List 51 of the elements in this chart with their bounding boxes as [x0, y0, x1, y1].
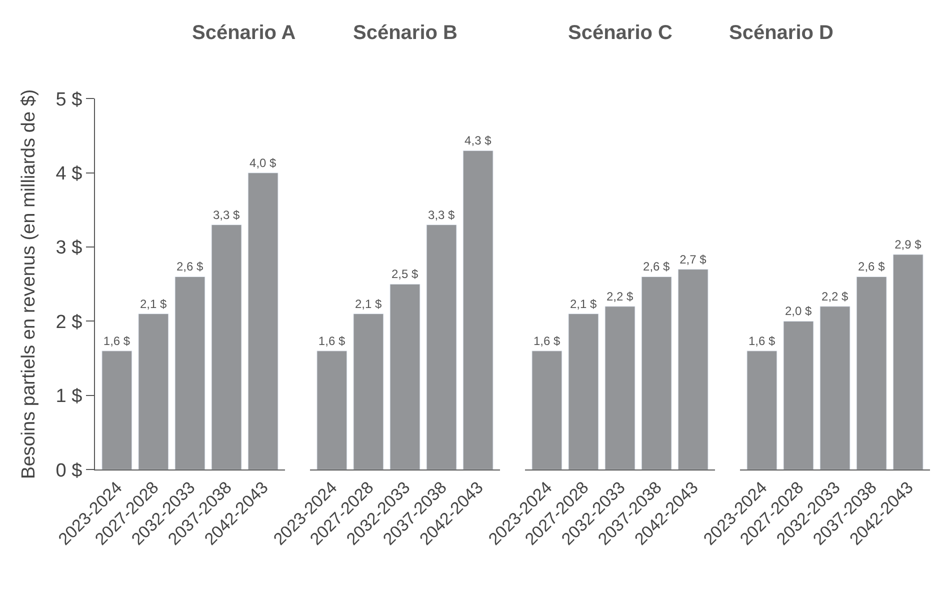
y-tick-label: 1 $ — [56, 386, 83, 408]
bar — [820, 306, 850, 470]
data-label: 2,0 $ — [784, 304, 812, 318]
data-label: 2,6 $ — [858, 260, 886, 274]
bar — [892, 254, 924, 470]
data-label: 3,3 $ — [213, 208, 240, 222]
bar — [641, 276, 672, 470]
data-label: 1,6 $ — [533, 334, 560, 348]
data-label: 4,3 $ — [464, 134, 492, 148]
y-tick-label: 4 $ — [56, 164, 83, 185]
bar — [390, 284, 420, 470]
data-label: 3,3 $ — [428, 208, 456, 222]
bar — [462, 150, 494, 470]
bar — [316, 350, 348, 470]
data-label: 2,9 $ — [894, 237, 922, 252]
bar — [783, 320, 814, 470]
bar — [604, 306, 636, 470]
y-tick-label: 3 $ — [56, 238, 83, 259]
bar — [568, 314, 599, 470]
chart-title: Scénario D — [729, 22, 834, 44]
chart-title: Scénario A — [192, 22, 296, 44]
data-label: 2,2 $ — [822, 289, 849, 304]
chart-title: Scénario C — [568, 22, 672, 44]
chart-title: Scénario B — [353, 22, 458, 44]
y-tick-label: 2 $ — [56, 312, 83, 333]
bar — [856, 276, 887, 470]
data-label: 1,6 $ — [748, 334, 776, 348]
data-label: 4,0 $ — [250, 156, 277, 170]
data-label: 2,6 $ — [176, 260, 204, 274]
bar — [353, 314, 384, 470]
data-label: 2,1 $ — [140, 296, 167, 311]
data-label: 1,6 $ — [103, 334, 130, 348]
y-tick-label: 0 $ — [56, 460, 83, 482]
bar — [746, 350, 778, 470]
bar — [678, 269, 708, 470]
y-tick-label: 5 $ — [56, 89, 83, 110]
data-label: 2,5 $ — [391, 267, 418, 282]
y-axis-title: Besoins partiels en revenus (en milliards de $) — [18, 89, 40, 479]
bar — [138, 314, 169, 470]
bar — [102, 350, 132, 470]
data-label: 2,6 $ — [643, 260, 670, 274]
bar — [211, 224, 242, 470]
bar — [174, 276, 206, 470]
data-label: 2,1 $ — [570, 296, 597, 311]
data-label: 2,7 $ — [680, 252, 707, 266]
bar — [532, 350, 562, 470]
bar — [248, 172, 278, 470]
data-label: 1,6 $ — [318, 334, 346, 348]
data-label: 2,1 $ — [354, 296, 382, 311]
data-label: 2,2 $ — [606, 289, 634, 304]
bar — [426, 224, 457, 470]
